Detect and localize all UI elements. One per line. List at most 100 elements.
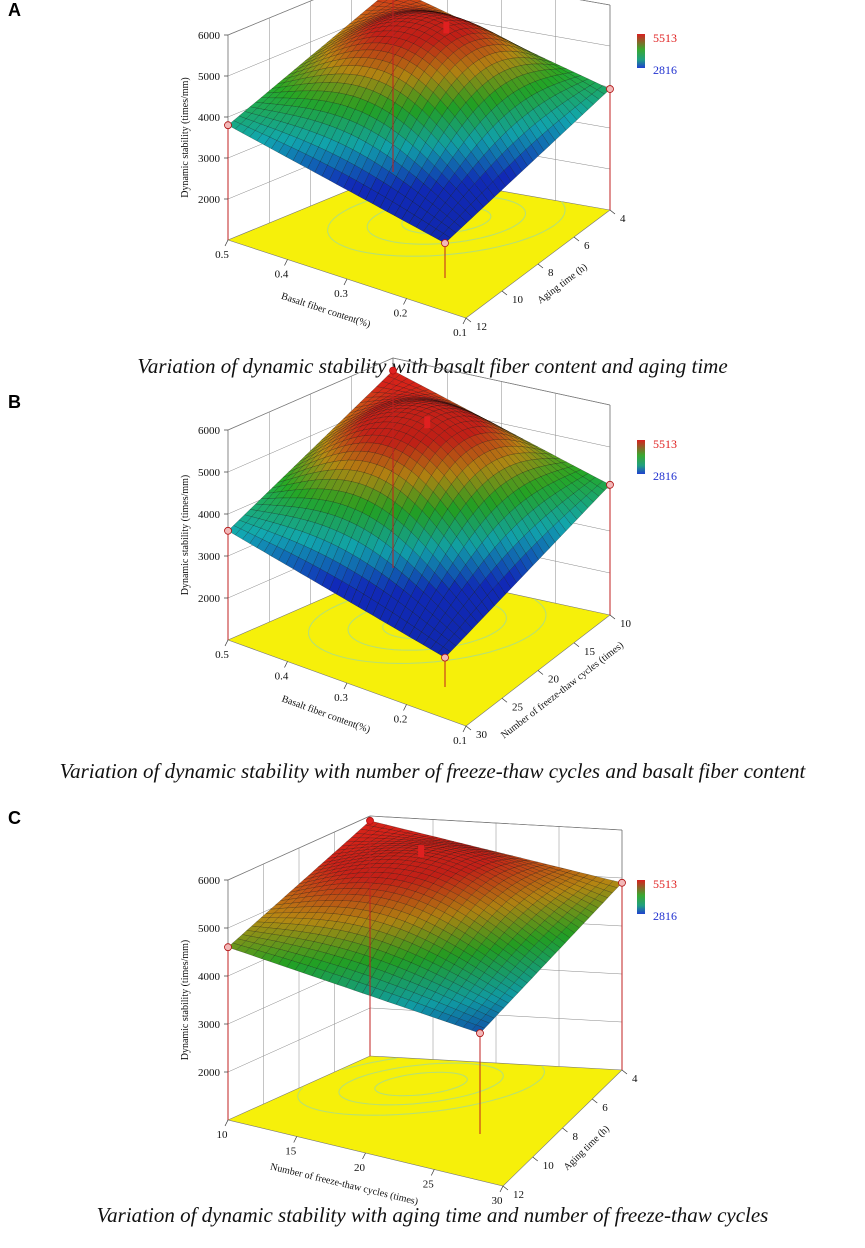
center-point	[424, 416, 431, 429]
z-tick-label: 2000	[198, 593, 221, 605]
y-tick-mark	[592, 1098, 598, 1104]
y-tick-mark	[502, 1185, 509, 1191]
y-tick-label: 12	[476, 321, 487, 333]
design-point	[224, 943, 232, 952]
x-tick-mark	[293, 1136, 298, 1143]
x-tick-mark	[362, 1152, 366, 1160]
z-tick-label: 4000	[198, 112, 221, 124]
y-tick-mark	[465, 317, 472, 323]
x-tick-mark	[224, 239, 229, 247]
z-tick-label: 5000	[198, 467, 221, 479]
center-point	[418, 845, 425, 858]
z-tick-label: 6000	[198, 875, 221, 887]
y-tick-label: 10	[620, 618, 632, 630]
y-tick-label: 4	[632, 1073, 638, 1085]
x-tick-label: 0.5	[215, 649, 229, 661]
floor-contours	[297, 1057, 546, 1116]
x-tick-label: 0.2	[394, 714, 408, 726]
panel-b: B 2000 3000 4000 5000 6000 0.5 0.4 0.3 0.2 0.1 10 1…	[0, 357, 865, 812]
y-tick-label: 4	[620, 213, 626, 225]
color-legend: 5513 2816	[637, 31, 677, 77]
x-tick-mark	[343, 278, 348, 286]
contour-line	[374, 1071, 468, 1097]
z-tick-label: 3000	[198, 153, 221, 165]
legend-colorbar	[637, 34, 645, 68]
contour-line	[347, 598, 547, 664]
y-tick-label: 12	[513, 1189, 524, 1201]
panel-c: C 2000 3000 4000 5000 6000 10 15 20 25 30 4 6 8 10 12 D…	[0, 808, 865, 1248]
x-axis-label: Basalt fiber content(%)	[280, 694, 371, 736]
y-tick-label: 8	[573, 1131, 579, 1143]
contour-line	[352, 1065, 546, 1116]
y-tick-label: 6	[602, 1102, 608, 1114]
y-tick-label: 30	[476, 729, 488, 741]
design-points	[224, 0, 614, 278]
design-point	[441, 239, 449, 248]
z-tick-label: 5000	[198, 923, 221, 935]
z-tick-label: 4000	[198, 971, 221, 983]
figure-caption-a: Variation of dynamic stability with basa…	[137, 354, 728, 378]
axis-ticks: 2000 3000 4000 5000 6000 10 15 20 25 30 4 6 8 10 12	[198, 875, 638, 1207]
z-tick-label: 2000	[198, 1067, 221, 1079]
y-tick-label: 10	[543, 1160, 555, 1172]
response-surface	[227, 370, 611, 658]
z-tick-label: 6000	[198, 425, 221, 437]
legend-high-label: 5513	[653, 877, 677, 891]
legend-colorbar	[637, 440, 645, 474]
figure-caption-b: Variation of dynamic stability with numb…	[59, 759, 806, 783]
z-tick-label: 3000	[198, 1019, 221, 1031]
design-points	[224, 366, 614, 687]
axis-ticks: 2000 3000 4000 5000 6000 0.5 0.4 0.3 0.2 0.1 4 6 8 10…	[198, 30, 626, 339]
contour-line	[342, 1057, 397, 1071]
x-tick-mark	[462, 317, 467, 325]
y-axis-label: Aging time (h)	[562, 1124, 612, 1173]
design-points	[224, 816, 626, 1134]
y-tick-mark	[537, 670, 544, 675]
response-surface	[227, 820, 623, 1034]
x-tick-mark	[499, 1185, 504, 1193]
y-tick-mark	[501, 290, 508, 296]
x-tick-mark	[284, 661, 288, 668]
x-tick-label: 30	[492, 1195, 504, 1207]
y-tick-label: 20	[548, 674, 560, 686]
design-point	[606, 85, 614, 93]
center-point	[443, 21, 450, 34]
x-tick-mark	[224, 1119, 229, 1127]
axis-ticks: 2000 3000 4000 5000 6000 0.5 0.4 0.3 0.2 0.1 10 15 2…	[198, 425, 632, 747]
y-tick-mark	[573, 236, 580, 242]
z-axis-label: Dynamic stability (times/mm)	[180, 940, 191, 1061]
y-tick-mark	[532, 1156, 538, 1162]
x-tick-label: 0.1	[453, 735, 467, 747]
x-tick-label: 10	[217, 1129, 229, 1141]
y-tick-mark	[609, 209, 616, 215]
panel-letter: C	[8, 808, 21, 828]
design-point	[366, 816, 374, 825]
contour-line	[297, 1087, 353, 1116]
panel-a: A 2000 3000 4000 5000 6000 0.5 0.4 0.3 0.2 0.1 4 6 8…	[0, 0, 865, 400]
x-tick-mark	[284, 259, 288, 266]
x-tick-label: 0.1	[453, 327, 467, 339]
grid-line	[227, 357, 611, 431]
x-tick-mark	[403, 298, 407, 305]
x-tick-label: 20	[354, 1162, 366, 1174]
panel-letter: B	[8, 392, 21, 412]
surface-plot-a: 2000 3000 4000 5000 6000 0.5 0.4 0.3 0.2 0.1 4 6 8 10…	[180, 0, 677, 339]
y-tick-label: 8	[548, 267, 554, 279]
y-tick-label: 25	[512, 701, 524, 713]
design-point	[224, 526, 232, 535]
legend-low-label: 2816	[653, 63, 677, 77]
panel-letter: A	[8, 0, 21, 20]
z-tick-label: 3000	[198, 551, 221, 563]
z-tick-label: 6000	[198, 30, 221, 42]
grid-line	[227, 815, 623, 881]
x-tick-label: 0.3	[334, 692, 348, 704]
z-axis-label: Dynamic stability (times/mm)	[180, 77, 191, 198]
x-tick-label: 15	[285, 1146, 297, 1158]
legend-low-label: 2816	[653, 469, 677, 483]
contour-line	[367, 201, 566, 257]
design-point	[224, 121, 232, 130]
grid-line	[227, 0, 611, 36]
contour-line	[338, 1062, 504, 1106]
y-tick-mark	[562, 1127, 568, 1133]
y-tick-mark	[465, 725, 472, 731]
